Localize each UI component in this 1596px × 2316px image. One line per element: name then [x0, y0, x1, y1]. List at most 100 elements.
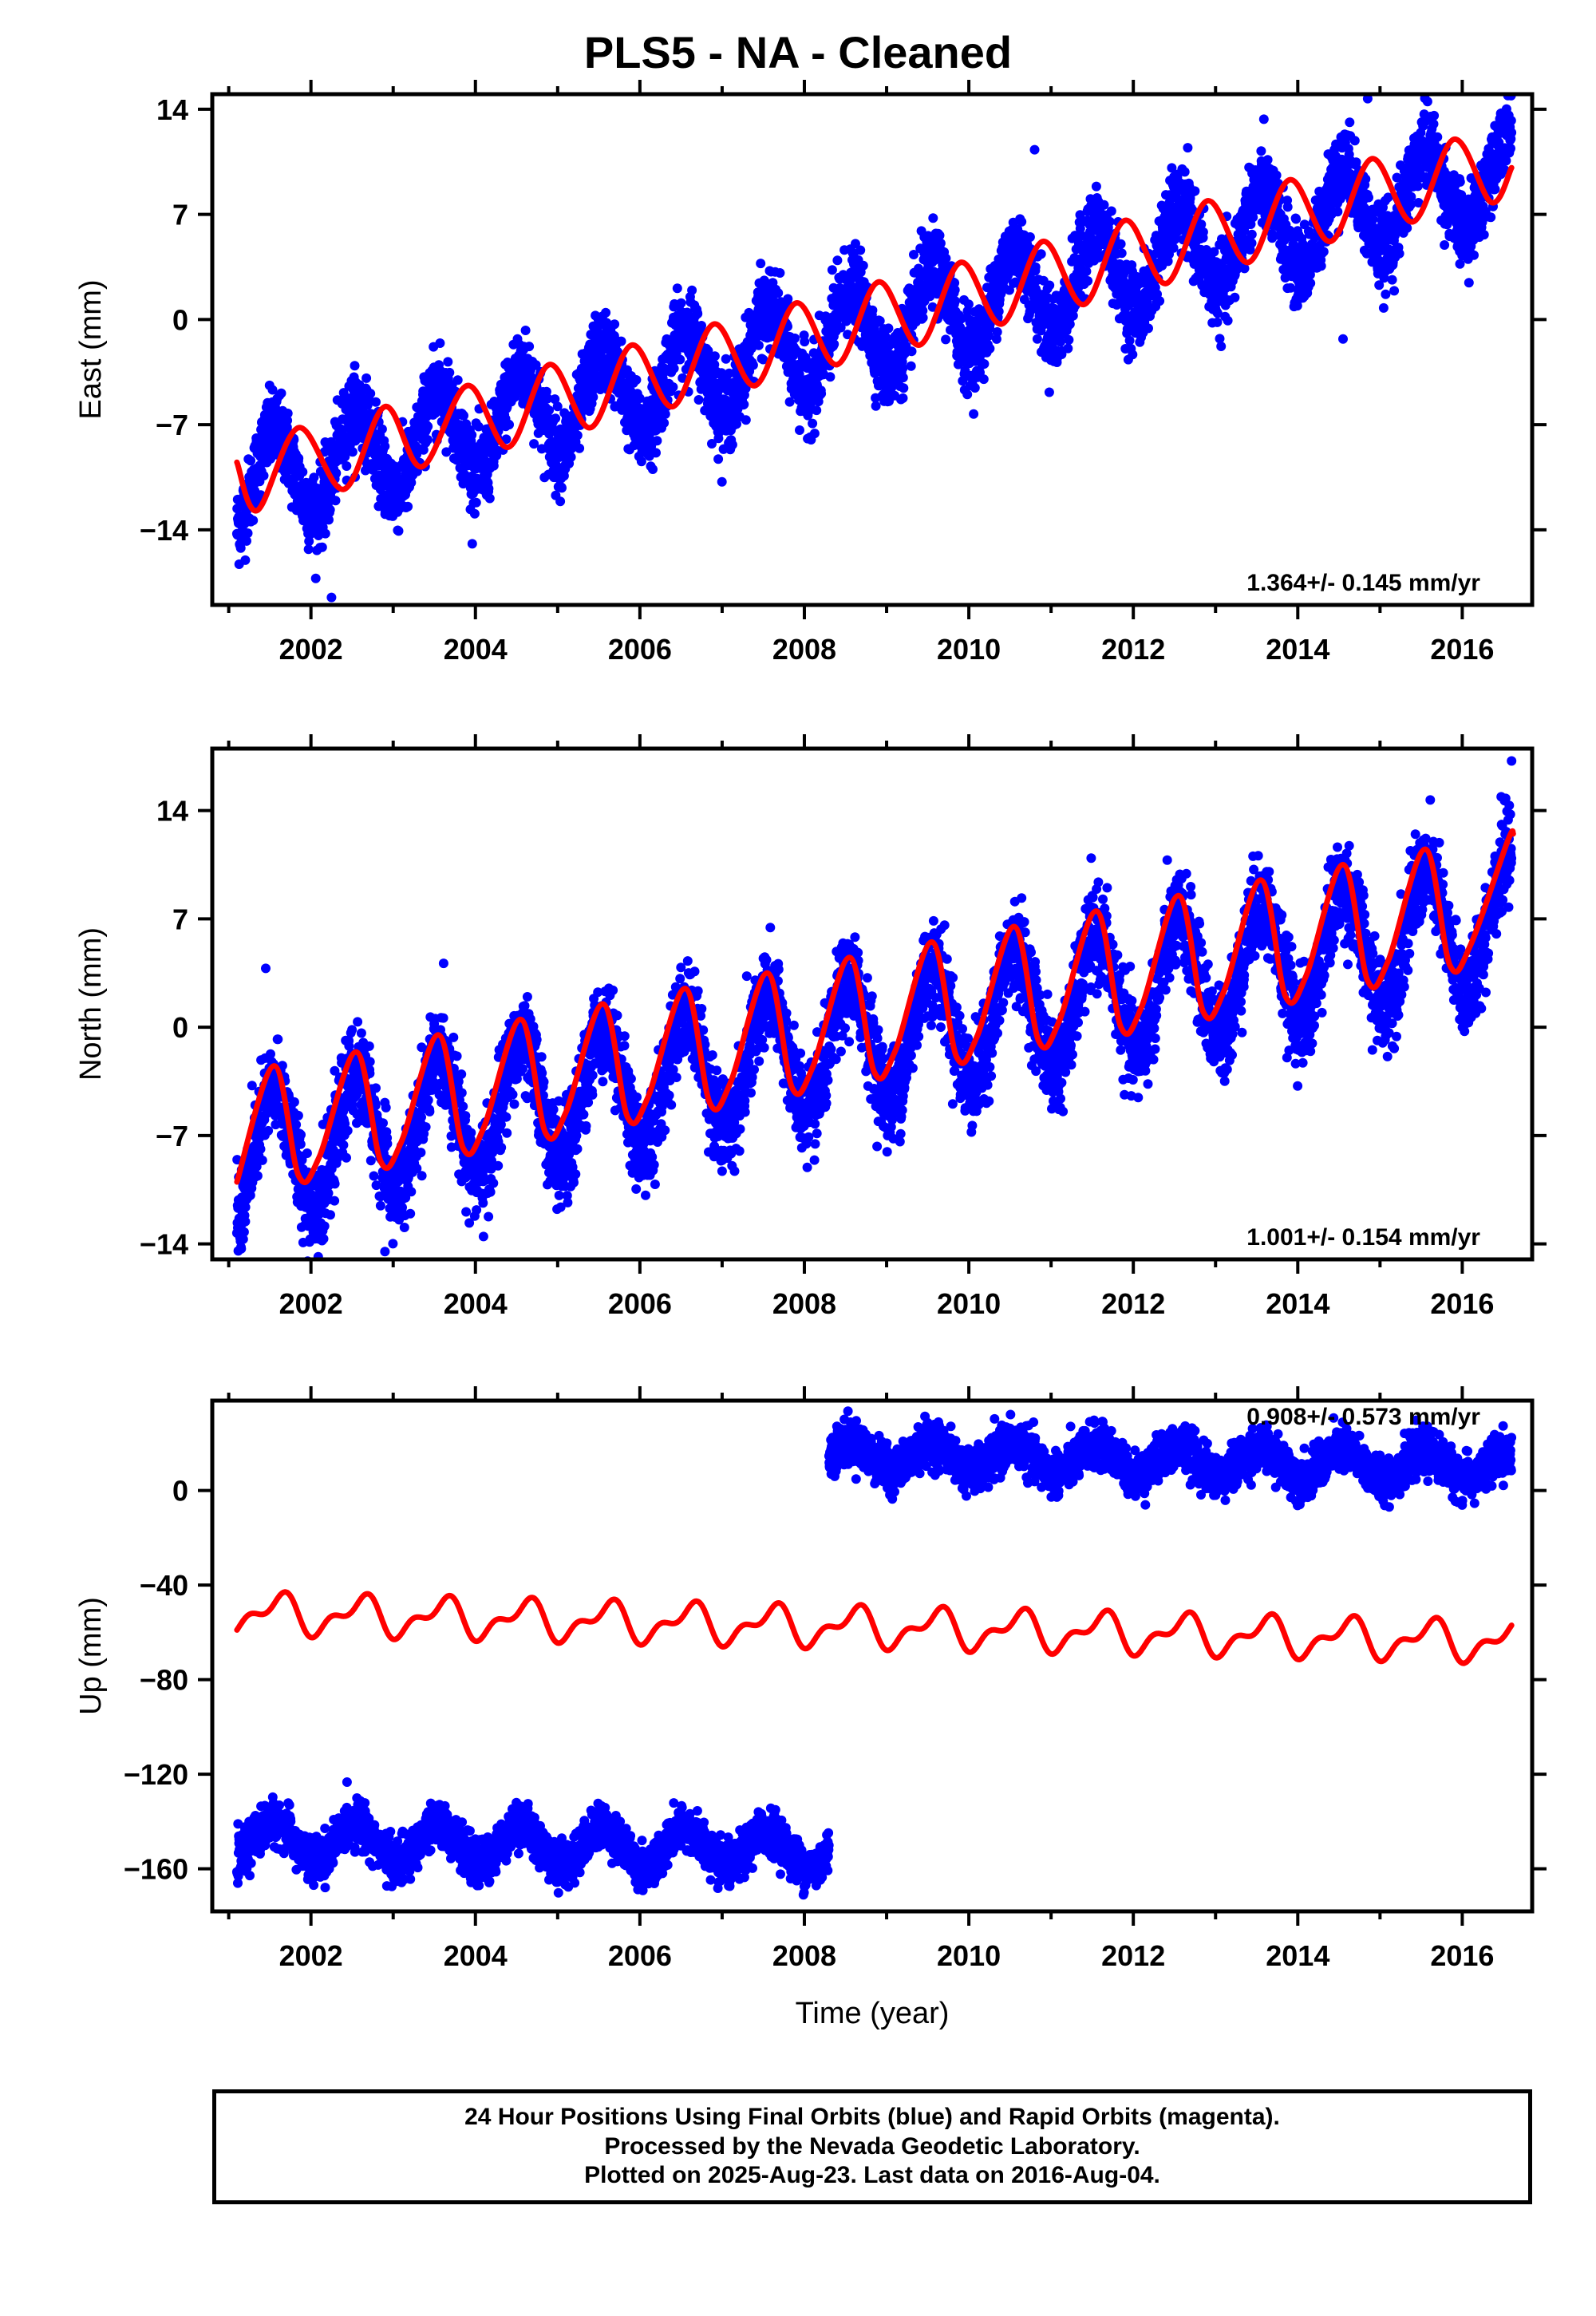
- data-point: [403, 501, 413, 512]
- data-point: [727, 440, 737, 450]
- data-point: [1258, 114, 1269, 124]
- data-point: [330, 496, 341, 506]
- data-point: [918, 313, 928, 323]
- data-point: [342, 461, 352, 471]
- data-point: [898, 363, 908, 373]
- plot-area-east: [231, 94, 1517, 603]
- data-point: [1316, 261, 1326, 271]
- data-point: [1282, 202, 1293, 212]
- data-point: [467, 430, 477, 440]
- data-point: [1345, 117, 1355, 128]
- data-point: [473, 421, 484, 432]
- data-point: [240, 555, 251, 565]
- data-point: [550, 394, 560, 405]
- data-point: [631, 375, 642, 385]
- data-point: [471, 497, 481, 508]
- data-point: [484, 493, 495, 504]
- data-point: [1168, 243, 1179, 253]
- data-point: [1246, 238, 1257, 248]
- data-point: [1212, 317, 1223, 327]
- data-point: [721, 354, 731, 364]
- data-point: [551, 413, 561, 424]
- data-point: [338, 425, 348, 435]
- data-point: [443, 357, 453, 367]
- data-point: [422, 435, 433, 445]
- data-point: [1099, 200, 1109, 210]
- data-point: [1230, 292, 1240, 302]
- data-point: [459, 410, 468, 421]
- data-point: [555, 496, 566, 507]
- data-point: [660, 409, 670, 419]
- data-point: [531, 360, 541, 370]
- data-point: [773, 288, 784, 298]
- data-point: [406, 477, 417, 488]
- data-point: [748, 360, 758, 370]
- data-point: [672, 283, 682, 294]
- data-point: [855, 245, 866, 255]
- data-point: [1063, 343, 1073, 354]
- data-point: [294, 453, 304, 464]
- data-point: [832, 255, 843, 266]
- data-point: [829, 339, 839, 350]
- data-point: [1091, 181, 1101, 192]
- data-point: [259, 471, 269, 480]
- data-point: [651, 448, 661, 458]
- data-point: [1183, 143, 1193, 153]
- data-point: [304, 536, 314, 547]
- data-point: [331, 468, 342, 478]
- data-point: [871, 401, 881, 411]
- data-point: [1044, 387, 1054, 397]
- data-point: [365, 389, 376, 399]
- data-point: [979, 359, 990, 369]
- data-point: [941, 334, 951, 345]
- data-point: [1081, 267, 1092, 276]
- data-point: [377, 424, 387, 434]
- data-point: [1128, 350, 1138, 360]
- data-point: [707, 439, 717, 449]
- data-point: [303, 544, 314, 555]
- data-point: [601, 307, 611, 318]
- data-point: [616, 336, 626, 346]
- data-point: [347, 447, 358, 457]
- data-point: [588, 392, 598, 402]
- data-point: [1032, 334, 1042, 344]
- data-point: [235, 543, 246, 553]
- data-point: [435, 338, 445, 348]
- data-point: [758, 354, 768, 365]
- data-point: [809, 429, 820, 439]
- data-point: [1318, 247, 1329, 257]
- data-point: [883, 323, 894, 334]
- data-point: [693, 395, 704, 405]
- data-point: [928, 213, 938, 223]
- data-point: [557, 483, 567, 493]
- data-point: [324, 515, 334, 525]
- data-point: [1104, 216, 1115, 227]
- data-point: [320, 528, 330, 539]
- data-point: [784, 397, 795, 407]
- data-point: [371, 397, 381, 407]
- data-point: [1017, 216, 1027, 227]
- data-point: [373, 501, 384, 512]
- data-point: [1144, 323, 1153, 334]
- data-point: [867, 305, 878, 315]
- data-point: [709, 359, 720, 370]
- data-point: [969, 409, 979, 419]
- data-point: [1291, 214, 1302, 224]
- data-point: [756, 259, 766, 269]
- data-point: [648, 464, 658, 474]
- data-point: [243, 528, 253, 539]
- data-point: [816, 389, 827, 399]
- data-point: [1124, 335, 1135, 346]
- data-point: [898, 373, 908, 383]
- page-title: PLS5 - NA - Cleaned: [583, 27, 1013, 77]
- data-point: [827, 265, 837, 275]
- data-point: [1030, 262, 1041, 272]
- data-point: [1045, 280, 1055, 290]
- data-point: [1262, 155, 1273, 165]
- data-point: [310, 573, 321, 583]
- data-point: [566, 452, 576, 462]
- data-point: [675, 354, 685, 365]
- data-point: [659, 418, 670, 428]
- data-point: [552, 401, 563, 412]
